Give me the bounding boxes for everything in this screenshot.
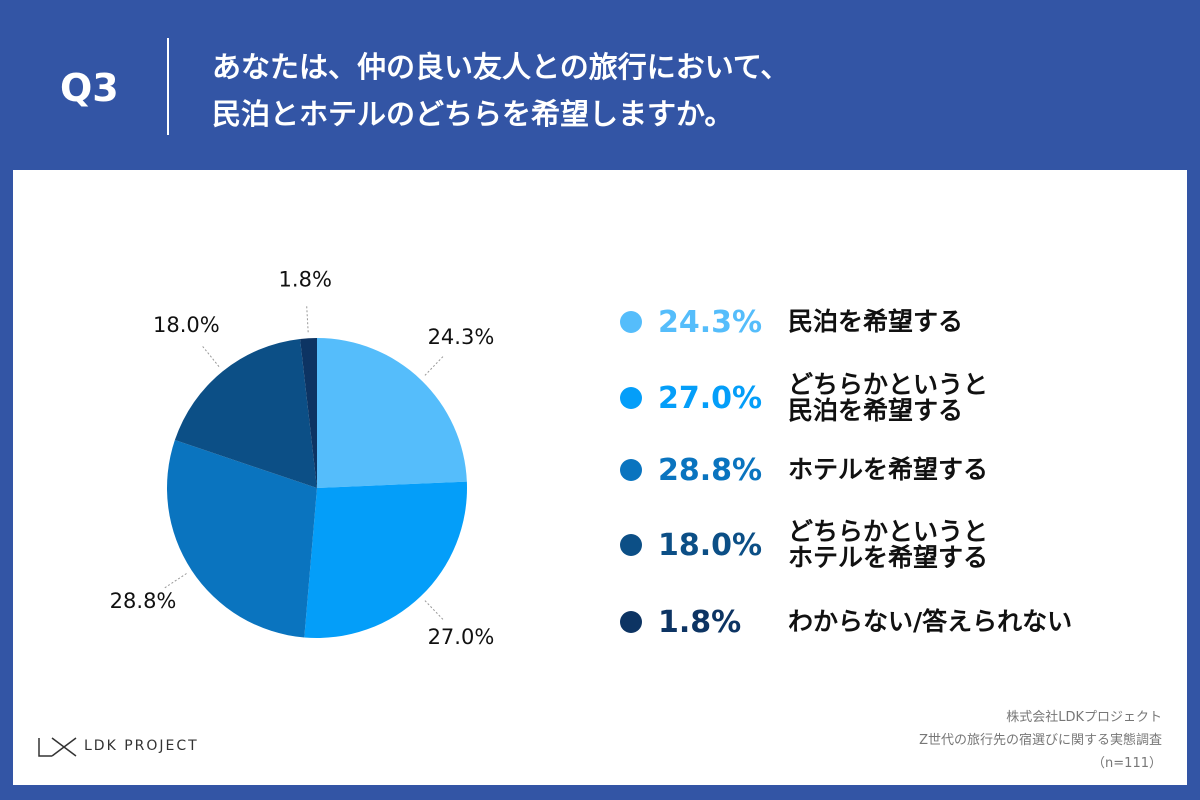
legend-label: どちらかというと ホテルを希望する [788,516,989,572]
leader-line [424,600,444,620]
data-label: 27.0% [428,625,495,649]
legend-value: 18.0% [658,527,763,563]
pie-slice [304,481,467,638]
leader-line [306,306,309,333]
divider [167,38,169,135]
pie-slice [317,338,467,488]
source: （n=111） [1092,756,1162,771]
pie-slice [174,338,317,488]
logo-mark [38,737,77,757]
legend-item: 18.0% どちらかというと ホテルを希望する [620,516,989,572]
leader-line [164,573,187,589]
legend-dot [620,311,642,333]
legend-dot [620,387,642,409]
source: 株式会社LDKプロジェクト [1006,710,1162,725]
legend-item: 27.0% どちらかというと 民泊を希望する [620,369,989,425]
legend-label: 民泊を希望する [788,306,964,336]
legend-item: 28.8% ホテルを希望する [620,446,988,494]
pie-slice [300,338,317,488]
logo-text: LDK PROJECT [84,738,199,754]
legend-item: 1.8% わからない/答えられない [620,598,1072,646]
legend-item: 24.3% 民泊を希望する [620,298,963,346]
legend-label: ホテルを希望する [788,454,989,484]
legend-label: わからない/答えられない [788,606,1073,636]
legend-dot [620,459,642,481]
legend-dot [620,534,642,556]
legend-value: 28.8% [658,452,763,488]
pie-slice [167,440,317,638]
legend-dot [620,611,642,633]
leader-line [202,346,220,367]
title-line: あなたは、仲の良い友人との旅行において、 [212,50,790,84]
leader-line [424,356,444,376]
source: Z世代の旅行先の宿選びに関する実態調査 [919,733,1162,748]
legend-value: 1.8% [658,604,742,640]
question-number: Q3 [60,66,119,110]
data-label: 24.3% [428,325,495,349]
data-label: 1.8% [279,267,332,291]
legend-label: どちらかというと 民泊を希望する [788,369,989,425]
data-label: 18.0% [153,313,220,337]
data-label: 28.8% [110,589,177,613]
title-line: 民泊とホテルのどちらを希望しますか。 [212,97,734,131]
legend-value: 27.0% [658,380,763,416]
legend-value: 24.3% [658,304,763,340]
